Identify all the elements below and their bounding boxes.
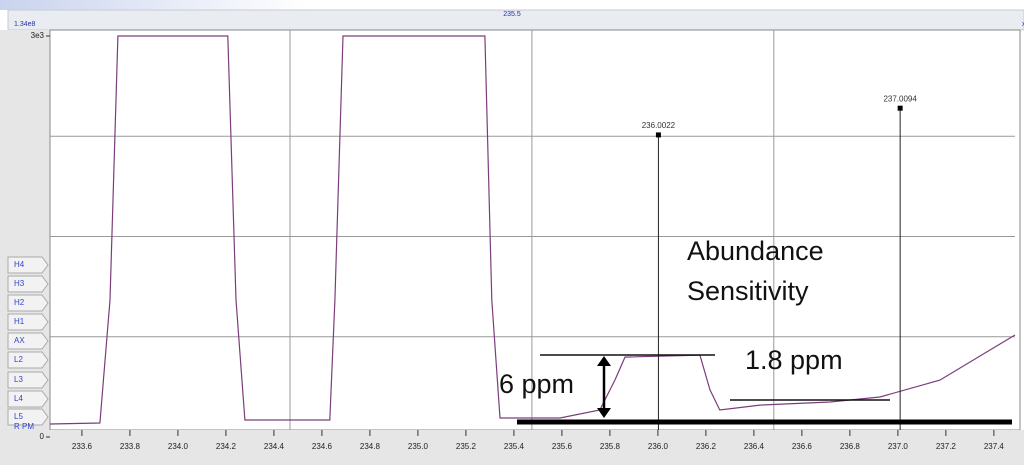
channel-tab [7, 313, 49, 331]
channel-tab [7, 294, 49, 312]
axis-strip [0, 430, 1024, 465]
x-tick-label: 236.0 [648, 442, 669, 451]
annotation: 6 ppm [499, 369, 574, 399]
trace [49, 35, 1016, 425]
x-tick-label: 234.6 [312, 442, 333, 451]
x-tick-label: 236.6 [792, 442, 813, 451]
channel-tab [7, 371, 49, 389]
peak-marker [655, 132, 661, 138]
channel-label: H2 [14, 298, 25, 307]
channel-label: L4 [14, 394, 23, 403]
x-tick-label: 237.4 [984, 442, 1005, 451]
channel-label: L3 [14, 375, 23, 384]
x-tick-label: 234.4 [264, 442, 285, 451]
x-tick-label: 236.2 [696, 442, 717, 451]
x-tick-label: 235.0 [408, 442, 429, 451]
channel-tab [7, 256, 49, 274]
peak-marker [897, 105, 903, 111]
x-tick-label: 235.2 [456, 442, 477, 451]
x-tick-label: 235.6 [552, 442, 573, 451]
x-tick-label: 236.4 [744, 442, 765, 451]
channel-tab [7, 390, 49, 408]
zoom-label: x20 [1022, 21, 1024, 28]
channel-tab [7, 351, 49, 369]
annotation: Abundance Sensitivity [687, 236, 824, 306]
plot-area [49, 29, 1021, 431]
x-tick-label: 233.6 [72, 442, 93, 451]
x-tick-label: 236.8 [840, 442, 861, 451]
x-tick-label: 234.0 [168, 442, 189, 451]
scale-label: 1.34e8 [14, 21, 36, 28]
channel-tab [7, 332, 49, 350]
channel-tab [7, 275, 49, 293]
y-tick-label: 0 [40, 432, 45, 441]
plot: 3e3 0 233.6 233.8 234.0 234.2 234.4 234.6 234.8 2… [31, 30, 1016, 451]
channel-list: H4 H3 H2 H1 AX L2 L3 L4 L5R PM [7, 256, 49, 431]
x-tick-label: 234.8 [360, 442, 381, 451]
x-tick-label: 233.8 [120, 442, 141, 451]
channel-label: H4 [14, 260, 25, 269]
top-strip [0, 0, 1024, 10]
channel-label: L2 [14, 355, 23, 364]
center-label: 235.5 [503, 11, 521, 18]
channel-tab [7, 408, 49, 426]
x-tick-label: 234.2 [216, 442, 237, 451]
annotation: 1.8 ppm [745, 345, 843, 375]
x-tick-label: 237.0 [888, 442, 909, 451]
y-tick-label: 3e3 [31, 31, 45, 40]
channel-label: H1 [14, 317, 25, 326]
x-tick-label: 235.8 [600, 442, 621, 451]
peak-label: 236.0022 [642, 121, 676, 130]
x-tick-label: 235.4 [504, 442, 525, 451]
x-tick-label: 237.2 [936, 442, 957, 451]
channel-label: H3 [14, 279, 25, 288]
channel-label: L5 [14, 412, 23, 421]
channel-label: R PM [14, 422, 34, 431]
peak-label: 237.0094 [883, 94, 917, 103]
channel-label: AX [14, 336, 25, 345]
